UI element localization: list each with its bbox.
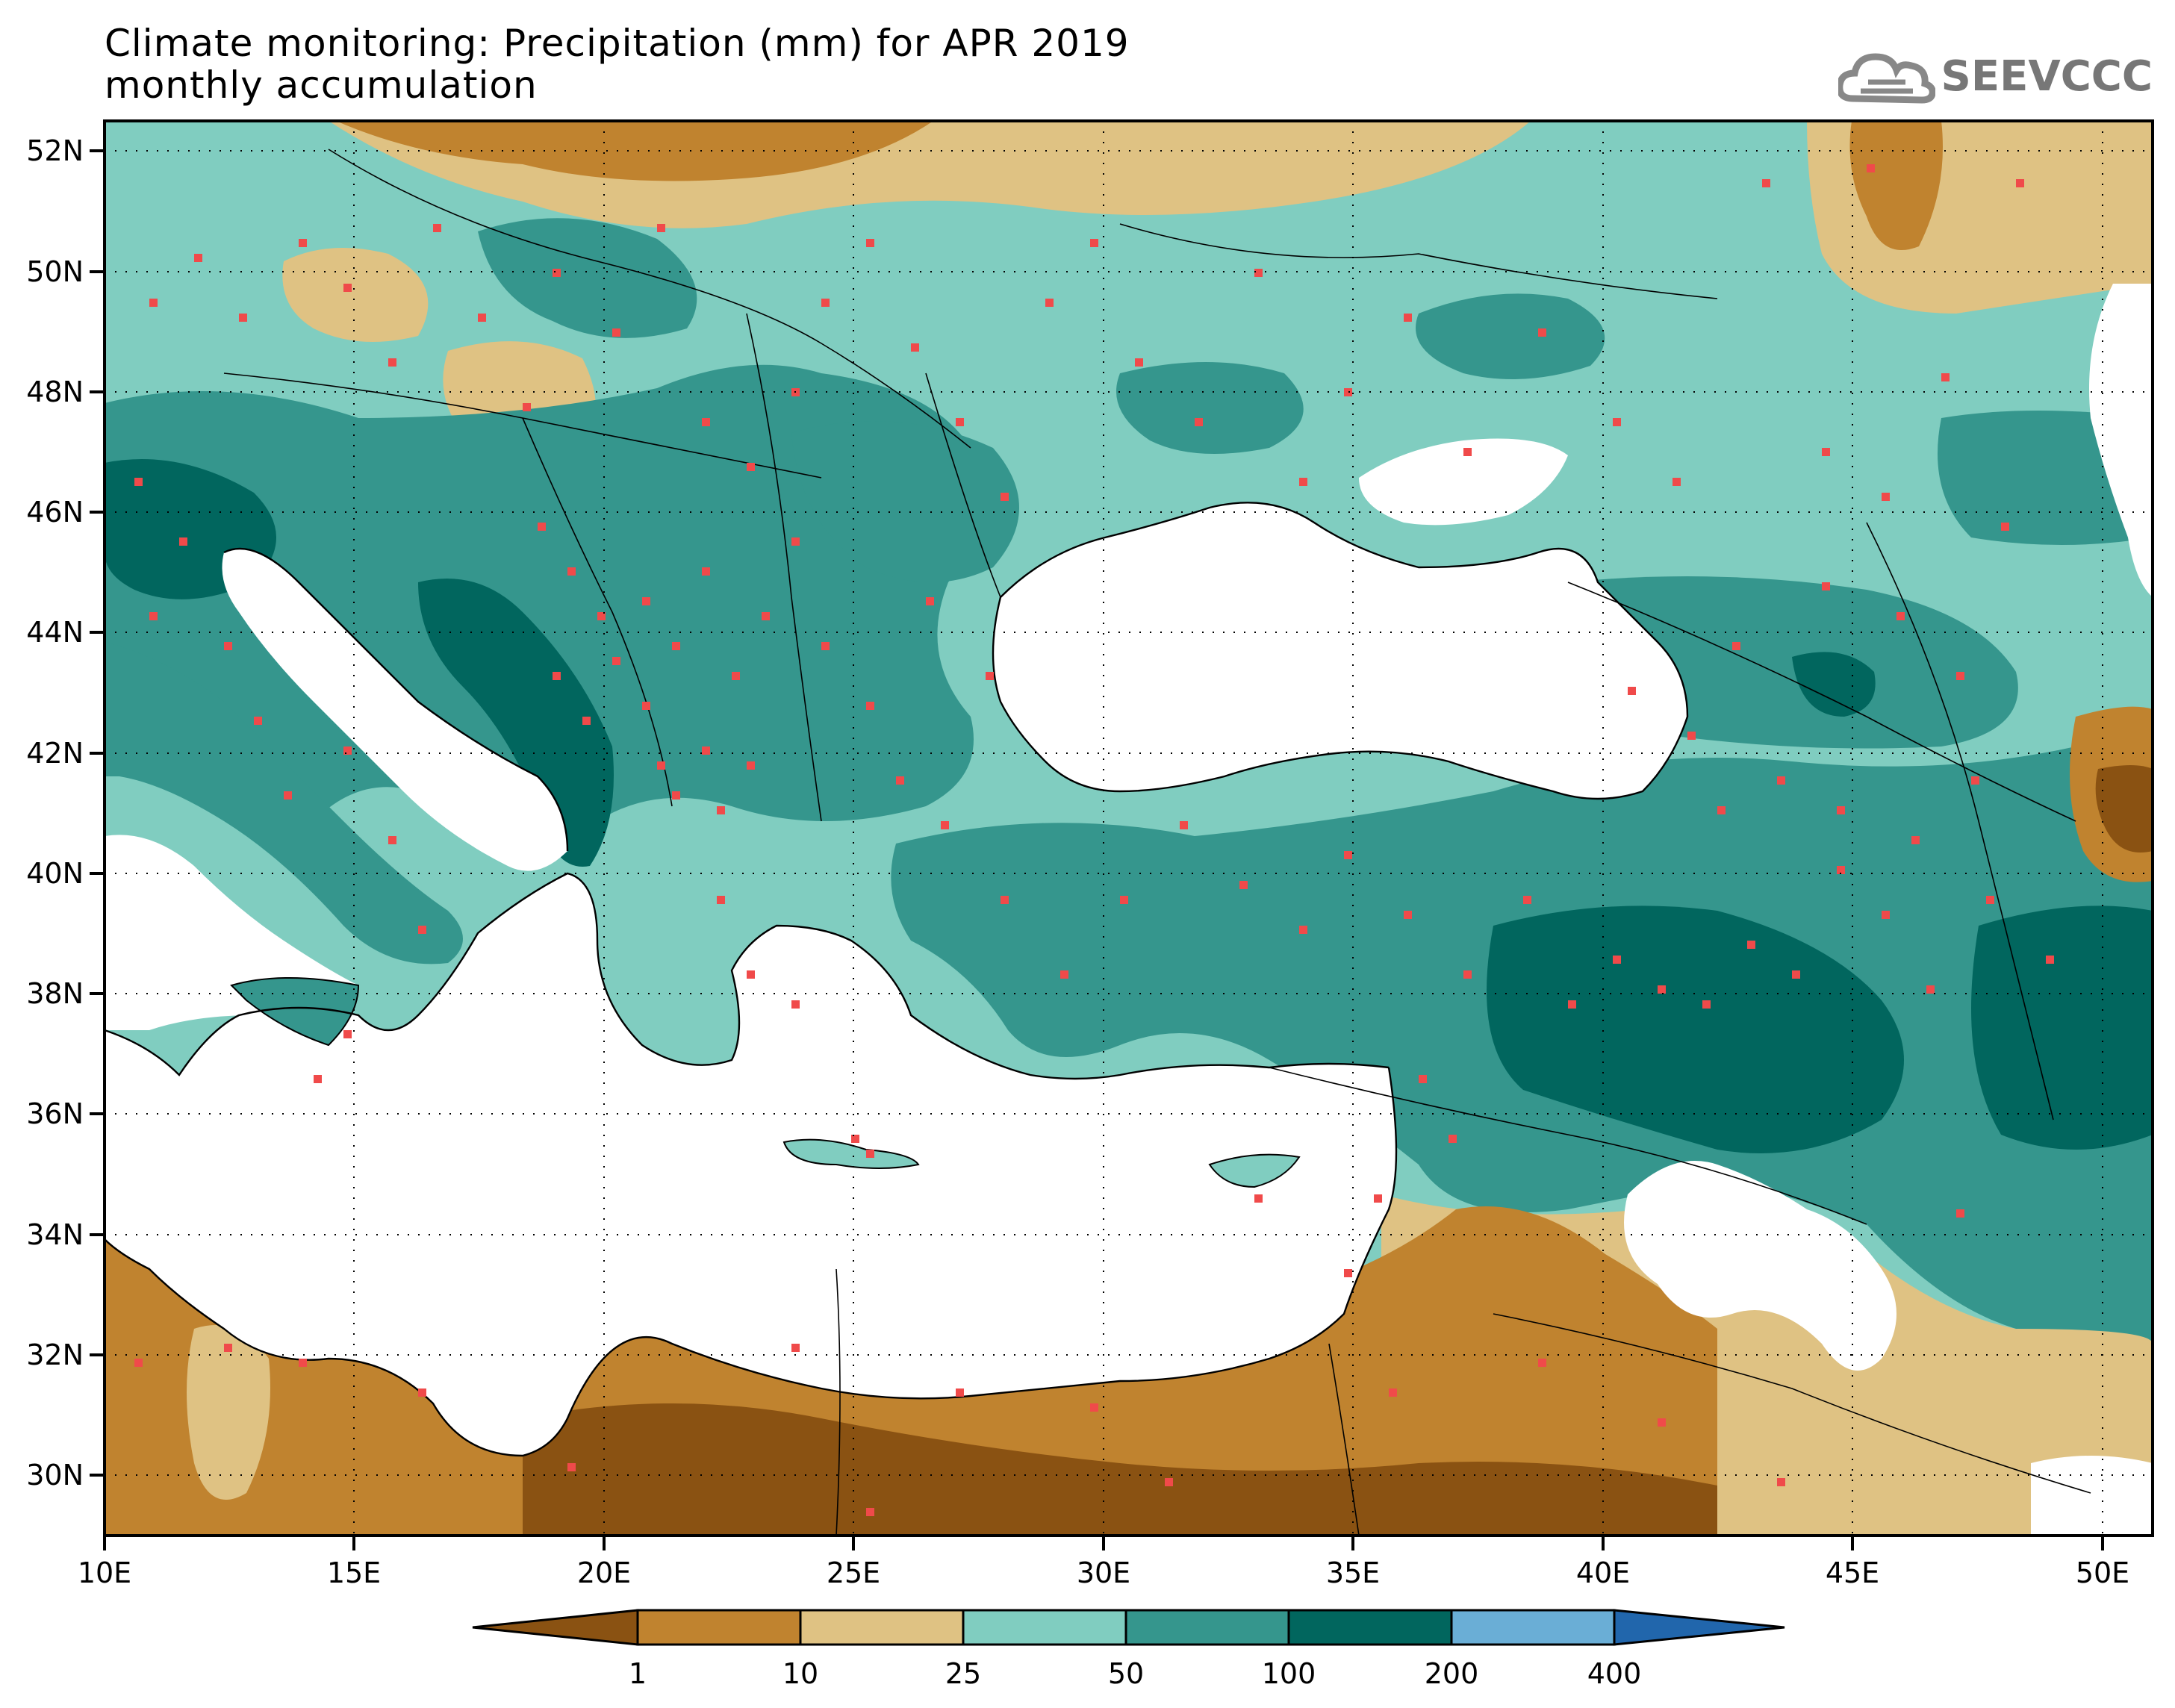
legend-label: 50 bbox=[1108, 1657, 1144, 1690]
black-sea bbox=[993, 502, 1687, 799]
map-frame bbox=[103, 119, 2154, 1537]
wet-zone-italy-north bbox=[105, 642, 463, 964]
legend-swatch bbox=[799, 1609, 965, 1646]
wet-zone-carpathians bbox=[478, 218, 697, 338]
lat-label: 44N bbox=[26, 616, 84, 649]
syrian-desert-nodata bbox=[1624, 1161, 1896, 1371]
legend-label: 200 bbox=[1425, 1657, 1479, 1690]
lon-label: 40E bbox=[1576, 1556, 1630, 1589]
very-wet-pontic bbox=[1792, 652, 1876, 717]
wet-zone-belarus bbox=[1416, 293, 1605, 379]
dry-zone-africa-west bbox=[187, 1325, 270, 1500]
legend-swatch bbox=[1124, 1609, 1290, 1646]
nodata-northeast bbox=[2110, 284, 2153, 478]
very-wet-iran bbox=[1971, 906, 2153, 1150]
persian-gulf-edge bbox=[2031, 1456, 2153, 1536]
adriatic-sea bbox=[222, 549, 567, 871]
dry-zone-czech bbox=[282, 248, 429, 342]
legend-swatch bbox=[962, 1609, 1127, 1646]
lat-label: 46N bbox=[26, 496, 84, 529]
map-title: Climate monitoring: Precipitation (mm) f… bbox=[105, 22, 1130, 106]
lat-label: 32N bbox=[26, 1338, 84, 1371]
lat-label: 34N bbox=[26, 1218, 84, 1251]
lat-tick-labels: 52N 50N 48N 46N 44N 42N 40N 38N 36N 34N … bbox=[26, 134, 84, 1492]
lon-label: 45E bbox=[1826, 1556, 1879, 1589]
colorbar-legend bbox=[472, 1609, 1785, 1646]
logo-text: SEEVCCC bbox=[1941, 52, 2153, 101]
very-dry-libya bbox=[523, 1403, 1717, 1536]
lon-label: 50E bbox=[2076, 1556, 2129, 1589]
legend-low-triangle bbox=[472, 1609, 639, 1646]
azov-sea bbox=[1359, 438, 1568, 526]
dry-zone-north-core bbox=[336, 121, 933, 181]
legend-label: 25 bbox=[945, 1657, 981, 1690]
seevccc-logo: SEEVCCC bbox=[1838, 46, 2153, 106]
axis-ticks bbox=[90, 149, 2104, 1550]
sea-areas bbox=[105, 284, 2153, 1536]
dry-zone-northeast-core bbox=[1849, 121, 1943, 250]
lat-label: 42N bbox=[26, 737, 84, 770]
lat-label: 38N bbox=[26, 977, 84, 1010]
legend-swatch bbox=[1450, 1609, 1616, 1646]
lon-label: 10E bbox=[78, 1556, 131, 1589]
lat-label: 52N bbox=[26, 134, 84, 167]
lat-label: 30N bbox=[26, 1459, 84, 1492]
lon-label: 25E bbox=[827, 1556, 880, 1589]
very-dry-caspian bbox=[2095, 765, 2153, 853]
legend-swatch bbox=[636, 1609, 802, 1646]
lon-label: 35E bbox=[1326, 1556, 1380, 1589]
islands bbox=[230, 977, 1301, 1188]
legend-label: 400 bbox=[1587, 1657, 1642, 1690]
lon-tick-labels: 10E 15E 20E 25E 30E 35E 40E 45E 50E bbox=[78, 1556, 2129, 1589]
very-wet-dinarides bbox=[418, 579, 614, 867]
legend-swatch bbox=[1287, 1609, 1453, 1646]
wet-zone-ukraine bbox=[791, 421, 1019, 582]
country-borders bbox=[223, 149, 2091, 1536]
crete-island bbox=[782, 1138, 920, 1169]
legend-label: 100 bbox=[1262, 1657, 1316, 1690]
legend-high-triangle bbox=[1613, 1609, 1785, 1646]
station-markers bbox=[134, 164, 2054, 1516]
title-line-1: Climate monitoring: Precipitation (mm) f… bbox=[105, 22, 1130, 65]
lon-label: 30E bbox=[1077, 1556, 1130, 1589]
lat-label: 50N bbox=[26, 255, 84, 288]
cyprus-island bbox=[1208, 1153, 1301, 1188]
cloud-logo-icon bbox=[1838, 53, 1935, 104]
lat-label: 40N bbox=[26, 857, 84, 890]
precipitation-field bbox=[105, 121, 2153, 1536]
wet-zone-russia bbox=[1116, 362, 1304, 454]
coastlines bbox=[105, 502, 1689, 1457]
lat-label: 36N bbox=[26, 1097, 84, 1130]
mediterranean-sea bbox=[105, 873, 1396, 1456]
wet-zone-central-europe bbox=[105, 364, 982, 837]
legend-labels: 1 10 25 50 100 200 400 bbox=[629, 1657, 1641, 1690]
lat-label: 48N bbox=[26, 375, 84, 408]
title-line-2: monthly accumulation bbox=[105, 63, 538, 107]
legend-label: 1 bbox=[629, 1657, 647, 1690]
lon-label: 15E bbox=[327, 1556, 381, 1589]
lon-label: 20E bbox=[577, 1556, 631, 1589]
legend-label: 10 bbox=[782, 1657, 818, 1690]
very-wet-eastern-turkey bbox=[1487, 906, 1904, 1153]
sicily-island bbox=[230, 977, 360, 1047]
